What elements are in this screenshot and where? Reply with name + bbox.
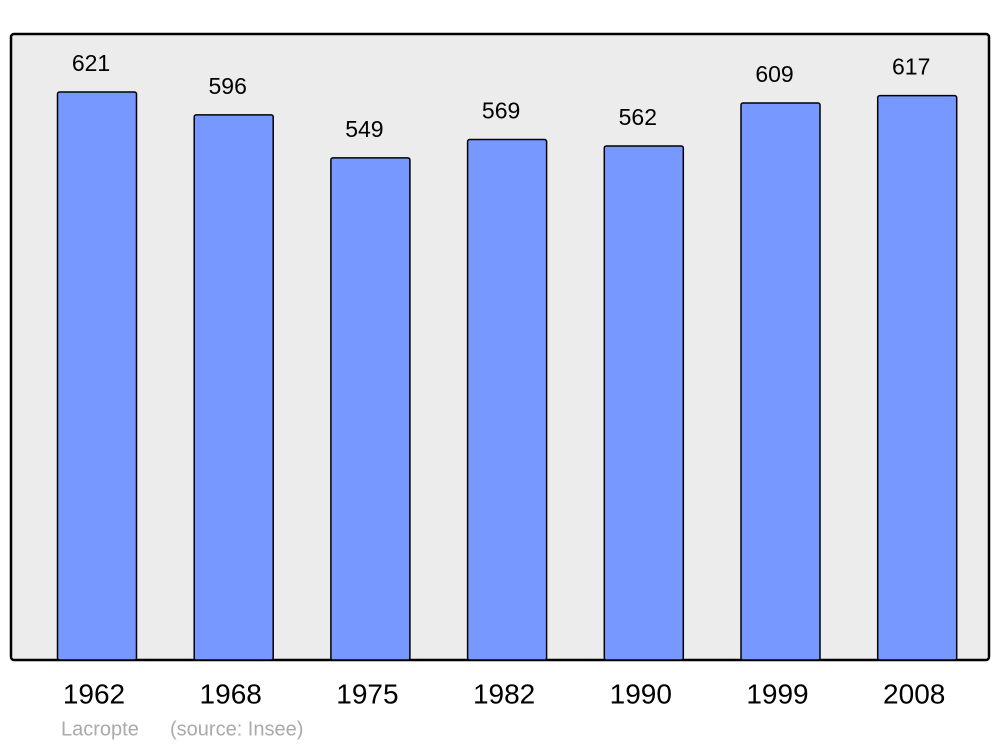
bar [603, 145, 685, 661]
value-label: 549 [345, 116, 383, 142]
x-tick-label: 1990 [610, 678, 672, 709]
bar [876, 94, 958, 661]
source-note: (source: Insee) [170, 718, 303, 740]
value-label: 569 [482, 98, 520, 124]
x-tick-label: 1975 [336, 678, 398, 709]
bar [56, 91, 138, 661]
place-name: Lacropte [61, 718, 139, 740]
x-tick-label: 1962 [63, 678, 125, 709]
x-tick-label: 2008 [883, 678, 945, 709]
x-tick-label: 1999 [746, 678, 808, 709]
value-label: 562 [619, 104, 657, 130]
bar [193, 114, 274, 661]
value-label: 617 [892, 54, 930, 80]
value-label: 596 [209, 73, 247, 99]
value-label: 621 [72, 50, 110, 76]
bar [466, 138, 548, 661]
bar [330, 157, 411, 661]
value-label: 609 [755, 61, 793, 87]
x-tick-label: 1968 [200, 678, 262, 709]
x-tick-label: 1982 [473, 678, 535, 709]
bar [740, 102, 821, 661]
